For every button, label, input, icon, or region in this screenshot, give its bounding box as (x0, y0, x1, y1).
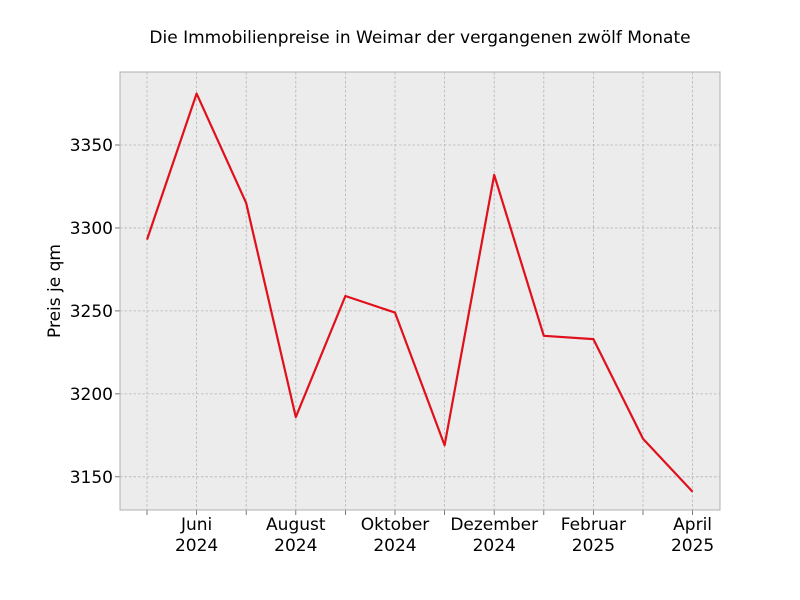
x-tick-label-month: Februar (561, 515, 626, 535)
y-tick-label: 3150 (70, 468, 113, 488)
y-tick-label: 3300 (70, 219, 113, 239)
plot-frame (119, 71, 721, 511)
x-axis: Juni2024August2024Oktober2024Dezember202… (146, 510, 714, 556)
x-tick-label-year: 2025 (572, 536, 615, 556)
series-line (145, 92, 694, 493)
y-tick-label: 3250 (70, 302, 113, 322)
x-tick-label-month: August (266, 515, 326, 535)
chart-title: Die Immobilienpreise in Weimar der verga… (149, 28, 690, 48)
y-tick-label: 3200 (70, 385, 113, 405)
gridlines (120, 72, 720, 510)
series-layer (145, 92, 694, 493)
x-tick-label-year: 2024 (373, 536, 416, 556)
y-tick-label: 3350 (70, 136, 113, 156)
x-tick-label-year: 2024 (473, 536, 516, 556)
y-axis: 3150 3200 3250 3300 3350 (70, 136, 120, 488)
x-tick-label-month: Juni (180, 515, 212, 535)
x-tick-label-month: Dezember (450, 515, 538, 535)
plot-area (120, 72, 720, 510)
x-tick-label-year: 2024 (274, 536, 317, 556)
x-tick-label-year: 2025 (671, 536, 714, 556)
x-tick-label-month: April (673, 515, 712, 535)
y-axis-label: Preis je qm (45, 244, 65, 338)
x-tick-label-year: 2024 (175, 536, 218, 556)
x-tick-label-month: Oktober (361, 515, 430, 535)
